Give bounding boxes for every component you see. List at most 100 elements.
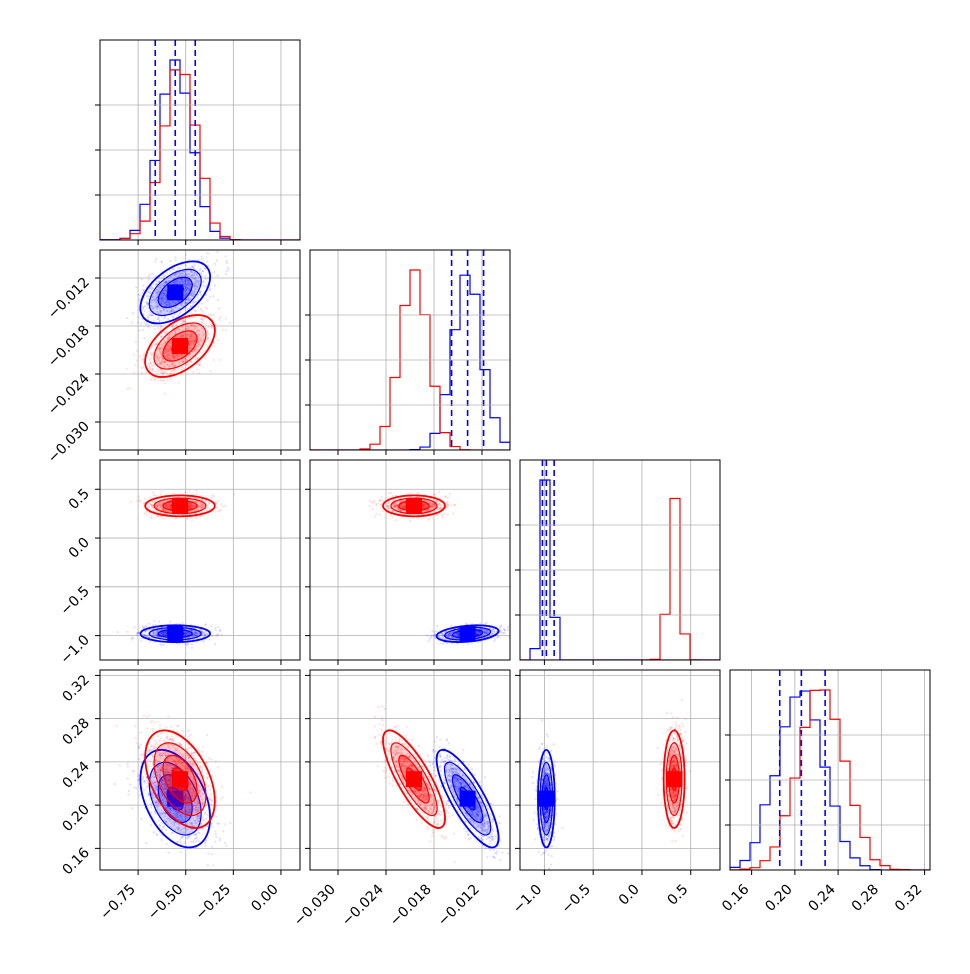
scatter-point — [143, 284, 145, 286]
scatter-point — [442, 643, 444, 645]
histogram-series-1 — [100, 70, 300, 240]
scatter-point — [159, 327, 161, 329]
scatter-point — [201, 302, 203, 304]
scatter-point — [214, 345, 216, 347]
scatter-point — [428, 640, 430, 642]
density-peak — [172, 338, 188, 354]
scatter-point — [211, 495, 213, 497]
scatter-point — [182, 622, 184, 624]
scatter-point — [160, 517, 162, 519]
scatter-point — [220, 247, 222, 249]
scatter-point — [429, 638, 431, 640]
scatter-point — [191, 647, 193, 649]
scatter-point — [211, 635, 213, 637]
scatter-point — [503, 628, 505, 630]
panel-2-0: −1.0−0.50.00.5 — [57, 460, 300, 667]
scatter-point — [499, 627, 501, 629]
scatter-point — [431, 630, 433, 632]
scatter-point — [137, 294, 139, 296]
scatter-point — [516, 625, 518, 627]
scatter-point — [200, 308, 202, 310]
scatter-point — [209, 289, 211, 291]
scatter-point — [496, 636, 498, 638]
scatter-point — [148, 623, 150, 625]
density-peak — [167, 626, 183, 642]
scatter-point — [215, 629, 217, 631]
scatter-point — [178, 381, 180, 383]
scatter-point — [205, 623, 207, 625]
scatter-point — [499, 631, 501, 633]
scatter-point — [500, 625, 502, 627]
scatter-point — [133, 371, 135, 373]
scatter-point — [149, 497, 151, 499]
scatter-point — [194, 299, 196, 301]
scatter-point — [142, 329, 144, 331]
scatter-point — [169, 377, 171, 379]
scatter-point — [167, 247, 169, 249]
scatter-point — [225, 329, 227, 331]
y-tick-label: −0.012 — [45, 275, 93, 323]
scatter-point — [159, 643, 161, 645]
scatter-point — [136, 350, 138, 352]
scatter-point — [214, 643, 216, 645]
y-tick-label: −0.5 — [57, 583, 92, 618]
scatter-point — [477, 641, 479, 643]
scatter-point — [142, 359, 144, 361]
scatter-point — [151, 273, 153, 275]
scatter-point — [154, 624, 156, 626]
scatter-point — [375, 513, 377, 515]
scatter-point — [126, 368, 128, 370]
scatter-point — [228, 322, 230, 324]
scatter-point — [215, 635, 217, 637]
scatter-point — [191, 643, 193, 645]
scatter-point — [141, 278, 143, 280]
scatter-point — [369, 505, 371, 507]
scatter-point — [426, 635, 428, 637]
scatter-point — [164, 382, 166, 384]
scatter-point — [137, 316, 139, 318]
scatter-point — [233, 493, 235, 495]
scatter-point — [204, 357, 206, 359]
scatter-point — [155, 258, 157, 260]
scatter-point — [150, 379, 152, 381]
scatter-point — [216, 275, 218, 277]
scatter-point — [431, 635, 433, 637]
scatter-point — [185, 254, 187, 256]
scatter-point — [217, 339, 219, 341]
scatter-point — [450, 624, 452, 626]
y-tick-label: −0.018 — [45, 323, 93, 371]
scatter-point — [154, 379, 156, 381]
scatter-point — [207, 299, 209, 301]
scatter-point — [436, 625, 438, 627]
scatter-point — [175, 517, 177, 519]
scatter-point — [494, 638, 496, 640]
scatter-point — [152, 491, 154, 493]
scatter-point — [184, 643, 186, 645]
scatter-point — [512, 617, 514, 619]
scatter-point — [133, 626, 135, 628]
scatter-point — [131, 322, 133, 324]
scatter-point — [192, 371, 194, 373]
scatter-point — [164, 392, 166, 394]
scatter-point — [214, 284, 216, 286]
scatter-point — [143, 337, 145, 339]
scatter-point — [195, 490, 197, 492]
scatter-point — [201, 258, 203, 260]
scatter-point — [409, 520, 411, 522]
scatter-point — [219, 509, 221, 511]
scatter-point — [138, 330, 140, 332]
scatter-point — [381, 496, 383, 498]
scatter-point — [209, 314, 211, 316]
scatter-point — [191, 519, 193, 521]
scatter-point — [198, 372, 200, 374]
scatter-point — [150, 517, 152, 519]
scatter-point — [452, 512, 454, 514]
scatter-point — [174, 256, 176, 258]
scatter-point — [207, 252, 209, 254]
scatter-point — [193, 309, 195, 311]
scatter-point — [209, 638, 211, 640]
scatter-point — [222, 329, 224, 331]
scatter-point — [136, 634, 138, 636]
